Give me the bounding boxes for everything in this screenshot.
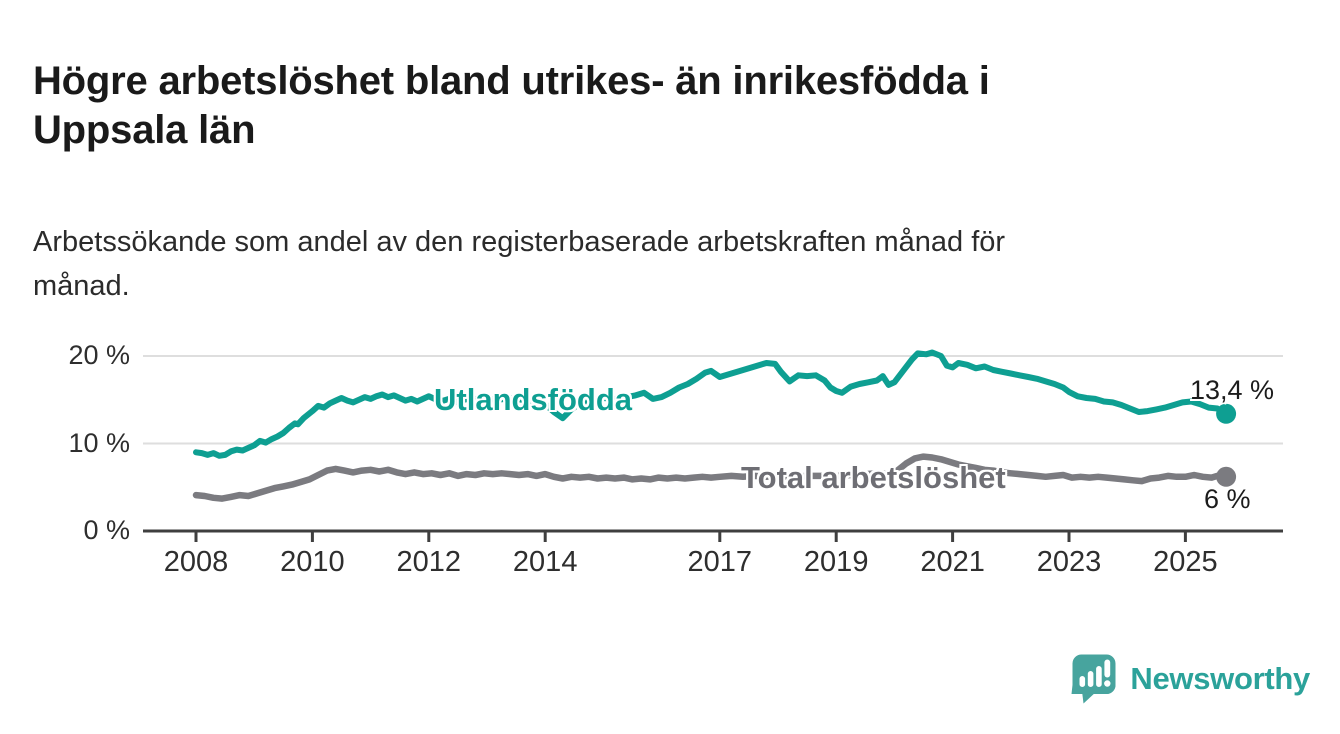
end-value-label-total: 6 % xyxy=(1204,484,1251,514)
y-tick-label-20: 20 % xyxy=(68,339,130,370)
x-tick-label-2017: 2017 xyxy=(687,546,753,578)
x-tick-label-2014: 2014 xyxy=(512,546,578,578)
chart-subtitle: Arbetssökande som andel av den registerb… xyxy=(33,226,1006,302)
series-label-total-arbetsloshet: Total arbetslöshet xyxy=(741,460,1006,495)
newsworthy-logo[interactable]: Newsworthy xyxy=(1071,653,1310,704)
series-line-total-arbetsl-shet xyxy=(192,453,1230,502)
end-value-label-utlandsfodda: 13,4 % xyxy=(1190,375,1275,405)
newsworthy-brand-text: Newsworthy xyxy=(1130,660,1310,696)
newsworthy-icon xyxy=(1071,654,1116,704)
x-tick-label-2023: 2023 xyxy=(1036,546,1102,578)
series-end-dot xyxy=(1216,403,1237,424)
x-tick-label-2008: 2008 xyxy=(163,546,229,578)
series-end-dot xyxy=(1216,466,1237,487)
x-tick-label-2021: 2021 xyxy=(920,546,985,578)
x-tick-label-2019: 2019 xyxy=(803,546,869,578)
y-tick-label-10: 10 % xyxy=(68,427,130,458)
x-tick-label-2010: 2010 xyxy=(280,546,345,578)
page-title: Högre arbetslöshet bland utrikes- än inr… xyxy=(33,58,990,152)
y-tick-label-0: 0 % xyxy=(83,514,130,545)
series-label-utlandsfodda: Utlandsfödda xyxy=(434,382,633,417)
series-line-utlandsf-dda xyxy=(193,349,1230,459)
x-tick-label-2025: 2025 xyxy=(1153,546,1218,578)
x-tick-label-2012: 2012 xyxy=(396,546,462,578)
